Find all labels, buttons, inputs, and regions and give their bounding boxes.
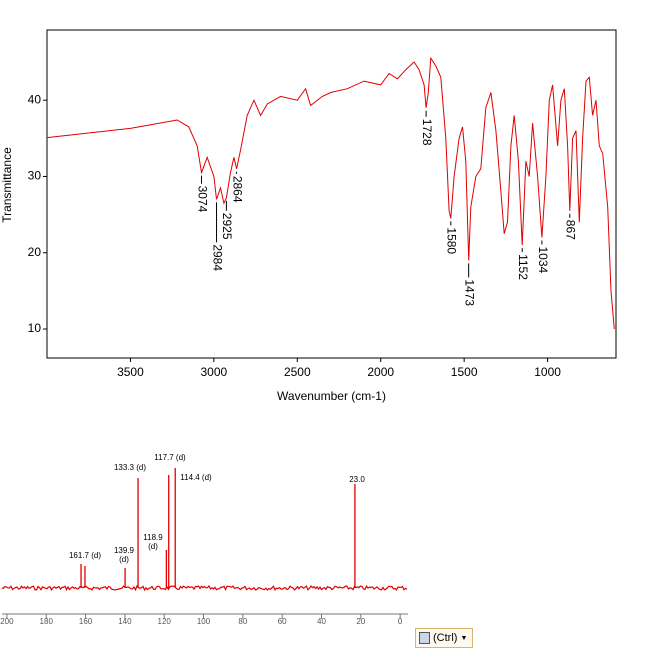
x-tick-label: 60 xyxy=(278,617,287,626)
y-tick-label: 10 xyxy=(28,321,42,335)
x-tick-label: 120 xyxy=(158,617,172,626)
plot-frame xyxy=(46,29,617,359)
paste-label: (Ctrl) xyxy=(433,632,458,644)
x-tick-label: 1500 xyxy=(451,365,478,379)
x-tick-label: 2000 xyxy=(367,365,394,379)
x-tick-label: 0 xyxy=(398,617,403,626)
y-tick-label: 30 xyxy=(28,169,42,183)
clipboard-icon xyxy=(419,632,430,644)
peak-label: 1728 xyxy=(420,119,434,146)
peak-label: 2864 xyxy=(230,176,244,203)
peak-label: 118.9 xyxy=(143,533,163,542)
x-tick-label: 160 xyxy=(79,617,93,626)
x-axis-label: Wavenumber (cm-1) xyxy=(277,389,386,403)
x-tick-label: 20 xyxy=(356,617,365,626)
peak-label: 1034 xyxy=(536,246,550,273)
peak-label: 867 xyxy=(564,220,578,240)
peak-label: 117.7 (d) xyxy=(154,453,186,462)
peak-label: 139.9 xyxy=(114,546,135,555)
x-tick-label: 3500 xyxy=(117,365,144,379)
peak-label: 161.7 (d) xyxy=(69,551,101,560)
x-tick-label: 100 xyxy=(197,617,211,626)
peak-label: 133.3 (d) xyxy=(114,463,146,472)
x-tick-label: 80 xyxy=(238,617,247,626)
peak-label: 1580 xyxy=(445,227,459,254)
peak-label: 2925 xyxy=(220,213,234,240)
y-tick-label: 20 xyxy=(28,245,42,259)
peak-label: 114.4 (d) xyxy=(180,473,212,482)
baseline-noise xyxy=(1,584,408,592)
peak-label: 3074 xyxy=(195,186,209,213)
peak-label: (d) xyxy=(119,555,129,564)
x-tick-label: 200 xyxy=(0,617,14,626)
peak-label: 1152 xyxy=(516,254,530,280)
x-tick-label: 2500 xyxy=(284,365,311,379)
dropdown-arrow: ▼ xyxy=(460,634,468,642)
y-tick-label: 40 xyxy=(28,92,42,106)
y-axis-label: Transmittance xyxy=(0,147,14,223)
x-tick-label: 3000 xyxy=(201,365,228,379)
x-tick-label: 140 xyxy=(118,617,132,626)
x-tick-label: 40 xyxy=(317,617,326,626)
peak-label: 2984 xyxy=(210,244,224,271)
spectrum-line xyxy=(46,56,615,330)
x-tick-label: 1000 xyxy=(534,365,561,379)
peak-label: (d) xyxy=(148,542,158,551)
x-tick-label: 180 xyxy=(40,617,54,626)
peak-label: 23.0 xyxy=(349,475,365,484)
paste-options-button[interactable]: (Ctrl) ▼ xyxy=(415,628,473,648)
peak-label: 1473 xyxy=(462,279,476,306)
